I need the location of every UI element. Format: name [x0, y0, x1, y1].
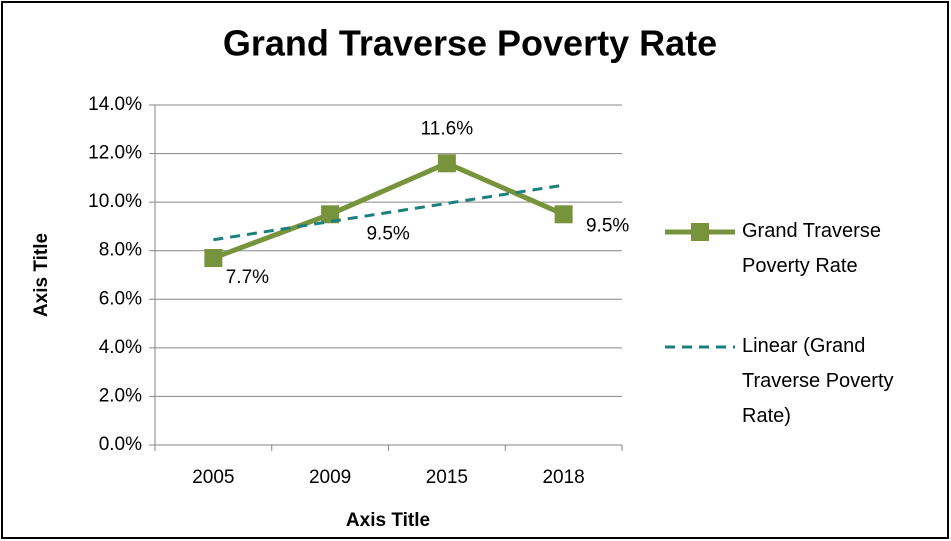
legend-marker	[691, 223, 709, 241]
x-tick-label: 2018	[542, 467, 584, 488]
series-line	[212, 160, 565, 261]
marker	[437, 154, 456, 173]
x-tick-label: 2015	[426, 467, 468, 488]
y-tick-label: 4.0%	[99, 337, 142, 358]
y-tick-label: 2.0%	[99, 385, 142, 406]
x-tick-label: 2005	[192, 467, 234, 488]
legend-label: Grand Traverse Poverty Rate	[742, 220, 881, 277]
data-label: 9.5%	[586, 215, 629, 236]
data-label: 11.6%	[421, 118, 474, 139]
marker	[321, 205, 340, 224]
y-tick-label: 12.0%	[88, 143, 142, 164]
y-tick-label: 10.0%	[88, 191, 142, 212]
x-axis-title: Axis Title	[346, 510, 430, 531]
y-tick-label: 0.0%	[99, 434, 142, 455]
legend-label: Linear (Grand Traverse Poverty Rate)	[742, 335, 894, 427]
y-tick-label: 14.0%	[88, 94, 142, 115]
x-tick-label: 2009	[309, 467, 351, 488]
y-axis-title: Axis Title	[31, 233, 52, 317]
y-tick-label: 8.0%	[99, 240, 142, 261]
marker	[554, 205, 573, 224]
trend-line	[213, 183, 564, 242]
data-label: 7.7%	[226, 267, 269, 288]
chart-title: Grand Traverse Poverty Rate	[223, 23, 717, 64]
marker	[204, 249, 223, 267]
data-label: 9.5%	[366, 223, 409, 244]
y-tick-label: 6.0%	[99, 288, 142, 309]
